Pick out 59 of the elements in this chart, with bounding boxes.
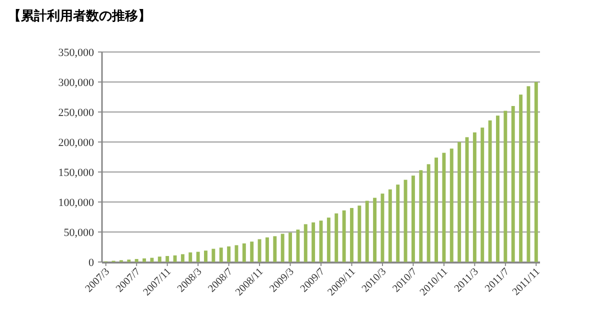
bar xyxy=(312,222,316,262)
bar xyxy=(219,248,223,262)
bar xyxy=(472,132,476,262)
bar xyxy=(326,218,330,262)
bar xyxy=(519,94,523,262)
bar xyxy=(511,106,515,262)
bar xyxy=(296,230,300,262)
bar xyxy=(534,82,538,262)
y-tick-label: 250,000 xyxy=(58,107,94,119)
bar xyxy=(150,258,154,262)
bar xyxy=(250,242,254,262)
bar xyxy=(504,110,508,262)
bar xyxy=(358,206,362,262)
y-tick-label: 200,000 xyxy=(58,137,94,149)
y-tick-label: 0 xyxy=(88,257,94,269)
bar xyxy=(142,258,146,262)
y-tick-label: 100,000 xyxy=(58,197,94,209)
bar xyxy=(388,189,392,262)
bar xyxy=(258,239,262,262)
bar xyxy=(188,252,192,262)
bar xyxy=(396,184,400,262)
bar xyxy=(234,245,238,262)
bar xyxy=(158,256,162,262)
y-tick-label: 300,000 xyxy=(58,77,94,89)
bar xyxy=(411,176,415,262)
bar xyxy=(434,158,438,262)
bar xyxy=(350,208,354,262)
bar xyxy=(265,237,269,262)
bar xyxy=(273,236,277,262)
y-tick-label: 50,000 xyxy=(64,227,94,239)
bar xyxy=(180,254,184,262)
bar xyxy=(196,252,200,262)
bar xyxy=(212,248,216,262)
bar xyxy=(426,164,430,262)
bar xyxy=(288,232,292,262)
bar xyxy=(488,120,492,262)
bar xyxy=(419,170,423,262)
y-tick-label: 150,000 xyxy=(58,167,94,179)
bar xyxy=(227,246,231,262)
bar xyxy=(365,200,369,262)
bar xyxy=(458,142,462,262)
bar xyxy=(342,210,346,262)
bar xyxy=(526,86,530,262)
bar xyxy=(380,194,384,262)
bar xyxy=(404,180,408,262)
bar xyxy=(334,213,338,262)
bar xyxy=(496,116,500,262)
bar xyxy=(134,259,138,262)
bar xyxy=(166,256,170,262)
bar xyxy=(242,243,246,262)
bar xyxy=(280,234,284,262)
bar xyxy=(204,250,208,262)
chart-title: 【累計利用者数の推移】 xyxy=(8,8,151,24)
bar xyxy=(373,198,377,262)
y-tick-label: 350,000 xyxy=(58,47,94,59)
bar xyxy=(480,128,484,262)
bar xyxy=(304,224,308,262)
bar xyxy=(442,152,446,262)
bar xyxy=(450,148,454,262)
